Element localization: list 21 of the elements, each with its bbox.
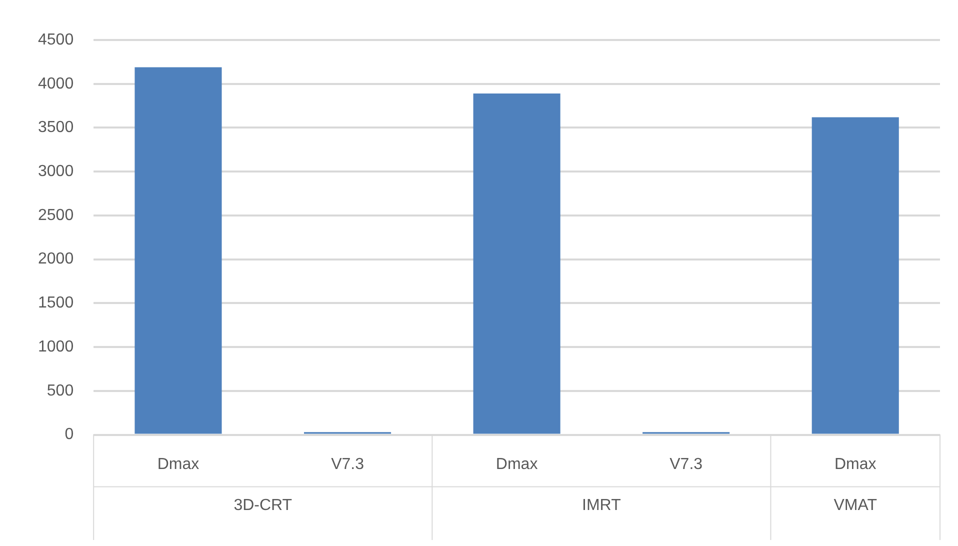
y-tick-label: 3500 <box>38 119 74 136</box>
y-tick-label: 500 <box>46 382 74 400</box>
y-tick-label: 4000 <box>38 75 74 92</box>
bar <box>134 67 222 434</box>
text: VMAT <box>834 497 878 514</box>
x-tick-label: V7.3 <box>331 456 364 473</box>
x-tick-label: Dmax <box>157 456 200 473</box>
y-tick-label: 3000 <box>38 163 74 180</box>
bar <box>812 117 899 434</box>
y-tick-label: 0 <box>64 426 74 444</box>
y-tick-label: 2500 <box>38 206 74 224</box>
x-tick-label: Dmax <box>496 456 538 473</box>
x-tick-label: Dmax <box>834 456 876 473</box>
y-tick-label: 4500 <box>38 31 74 48</box>
y-tick-label: 2000 <box>38 250 74 268</box>
text: 3D-CRT <box>234 497 292 514</box>
bar <box>473 94 560 434</box>
y-tick-label: 1000 <box>38 338 74 356</box>
x-tick-label: V7.3 <box>670 456 703 473</box>
text: IMRT <box>582 497 622 514</box>
y-tick-label: 1500 <box>38 294 74 312</box>
